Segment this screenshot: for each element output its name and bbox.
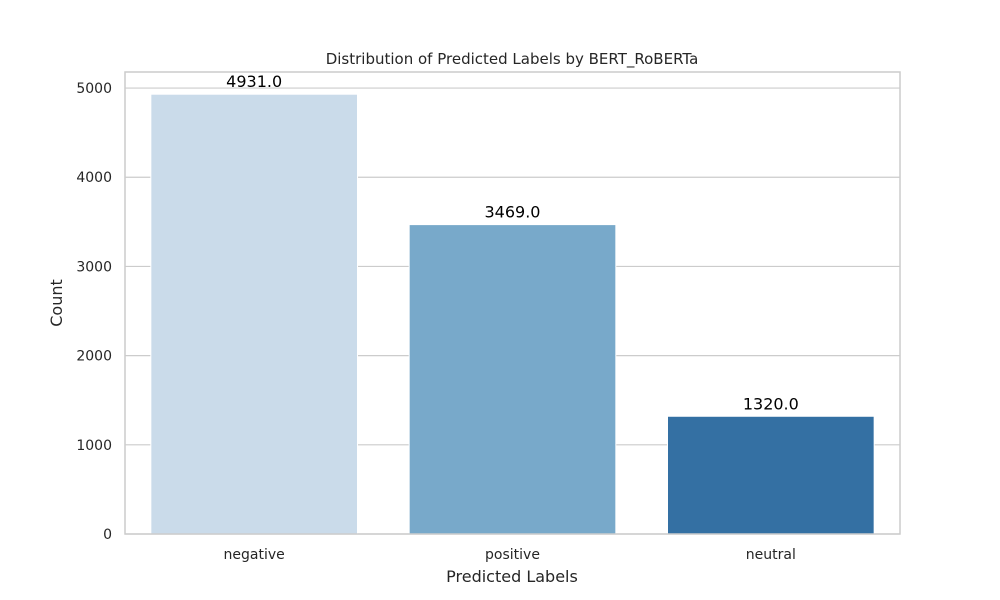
y-tick-label: 1000	[76, 438, 112, 454]
chart-title: Distribution of Predicted Labels by BERT…	[326, 50, 699, 69]
value-label: 1320.0	[743, 394, 799, 413]
y-tick-label: 4000	[76, 170, 112, 186]
plot-frame	[124, 71, 901, 535]
y-tick-labels: 0 1000 2000 3000 4000 5000	[76, 81, 112, 543]
value-label: 4931.0	[226, 72, 282, 91]
x-tick-labels: negative positive neutral	[224, 547, 796, 563]
x-tick-label: neutral	[746, 547, 796, 563]
y-axis-label: Count	[47, 279, 66, 327]
bars	[150, 93, 875, 535]
y-tick-label: 5000	[76, 81, 112, 97]
x-axis-label: Predicted Labels	[446, 567, 578, 586]
value-labels: 4931.0 3469.0 1320.0	[226, 72, 799, 413]
bar-neutral	[667, 415, 875, 535]
y-tick-label: 0	[103, 527, 112, 543]
bar-negative	[150, 93, 358, 535]
x-tick-label: positive	[485, 547, 540, 563]
x-tick-label: negative	[224, 547, 285, 563]
value-label: 3469.0	[485, 203, 541, 222]
y-tick-label: 2000	[76, 349, 112, 365]
bar-positive	[408, 224, 617, 535]
y-tick-label: 3000	[76, 259, 112, 275]
